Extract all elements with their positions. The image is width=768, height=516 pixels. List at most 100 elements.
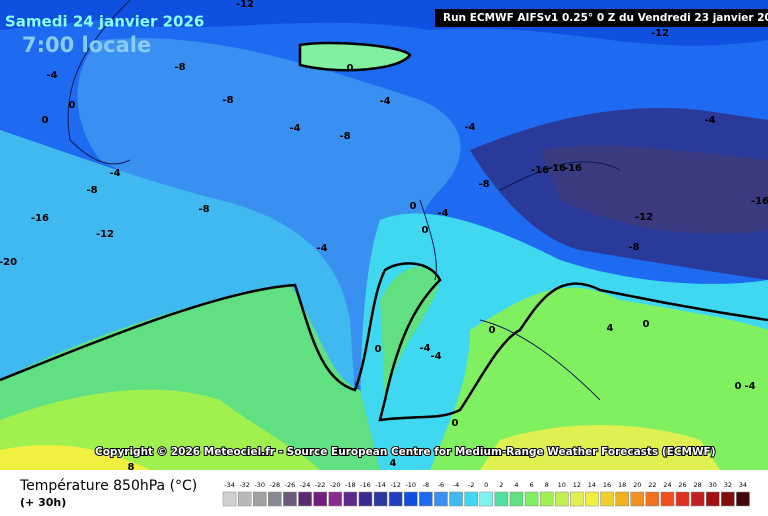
contour-label: -8 bbox=[198, 204, 209, 215]
colorbar-tick-label: 22 bbox=[648, 481, 656, 489]
contour-label: -4 bbox=[316, 243, 327, 254]
legend-title: Température 850hPa (°C) bbox=[19, 478, 197, 494]
colorbar-swatch bbox=[570, 491, 584, 507]
contour-label: -4 bbox=[379, 96, 390, 107]
colorbar-swatch bbox=[524, 491, 539, 507]
colorbar-swatch bbox=[419, 491, 433, 507]
contour-label: -8 bbox=[339, 131, 350, 142]
contour-label: 0 bbox=[489, 325, 496, 336]
colorbar-swatch bbox=[464, 491, 478, 507]
colorbar: -34 -32 -30 -28 -26 -24 -22 -20 -18 -16 -14 -12 -10-… bbox=[222, 481, 750, 507]
colorbar-swatch bbox=[479, 491, 494, 507]
colorbar-tick-label: 18 bbox=[618, 481, 626, 489]
colorbar-swatch bbox=[690, 491, 705, 507]
yellow-sw bbox=[0, 445, 150, 470]
colorbar-tick-label: -6 bbox=[438, 481, 444, 489]
colorbar-tick-label: 6 bbox=[529, 481, 533, 489]
colorbar-swatch bbox=[509, 491, 524, 507]
colorbar-swatch bbox=[736, 491, 750, 507]
contour-label: -12 bbox=[635, 212, 653, 223]
contour-label: -16 bbox=[564, 163, 582, 174]
contour-label: -16 bbox=[31, 213, 49, 224]
contour-label: -8 bbox=[478, 179, 489, 190]
contour-labels: -12-12-8 0-8 -4-400-4-8-4-4-16-16-16-4-8-8… bbox=[0, 0, 768, 473]
colorbar-tick-label: 34 bbox=[739, 481, 747, 489]
colorbar-tick-label: -18 bbox=[345, 481, 356, 489]
colorbar-swatch bbox=[283, 491, 297, 507]
contour-label: -4 bbox=[430, 351, 441, 362]
contour-label: -16 bbox=[531, 165, 549, 176]
greenland-contour bbox=[298, 41, 412, 72]
legend-subtitle: (+ 30h) bbox=[20, 496, 66, 509]
colorbar-tick-label: 30 bbox=[709, 481, 717, 489]
contour-label: -20 bbox=[0, 257, 17, 268]
colorbar-swatch bbox=[388, 491, 403, 507]
colorbar-tick-label: -34 bbox=[224, 481, 235, 489]
colorbar-tick-label: 2 bbox=[499, 481, 503, 489]
colorbar-tick-label: 8 bbox=[545, 481, 549, 489]
run-info-box bbox=[435, 9, 768, 27]
contour-label: -16 bbox=[751, 196, 768, 207]
colorbar-swatch bbox=[494, 491, 509, 507]
contour-label: -4 bbox=[437, 208, 448, 219]
colorbar-swatch bbox=[434, 491, 448, 507]
colorbar-tick-label: -22 bbox=[315, 481, 326, 489]
map-title: Samedi 24 janvier 2026 bbox=[5, 13, 204, 31]
coastline bbox=[67, 0, 131, 165]
colorbar-tick-label: -2 bbox=[468, 481, 474, 489]
colorbar-swatch bbox=[268, 491, 282, 507]
contour-label: -8 bbox=[628, 242, 639, 253]
colorbar-tick-label: -10 bbox=[405, 481, 416, 489]
colorbar-tick-label: -14 bbox=[375, 481, 386, 489]
colorbar-tick-label: 16 bbox=[603, 481, 611, 489]
colorbar-swatch bbox=[600, 491, 614, 507]
colorbar-tick-label: 0 bbox=[484, 481, 488, 489]
colorbar-swatch bbox=[675, 491, 690, 507]
contour-label: 0 bbox=[42, 115, 49, 126]
colorbar-swatch bbox=[252, 491, 267, 507]
colorbar-tick-label: -8 bbox=[423, 481, 429, 489]
contour-label: -8 bbox=[222, 95, 233, 106]
colorbar-swatch bbox=[660, 491, 675, 507]
colorbar-tick-label: -12 bbox=[390, 481, 401, 489]
contour-label: 0 bbox=[347, 63, 354, 74]
zero-contour bbox=[0, 262, 768, 422]
map-time: 7:00 locale bbox=[22, 33, 151, 57]
colorbar-swatch bbox=[343, 491, 358, 507]
contour-label: 4 bbox=[390, 458, 397, 469]
colorbar-tick-label: -32 bbox=[239, 481, 250, 489]
contour-label: 0 bbox=[422, 225, 429, 236]
contour-label: -12 bbox=[96, 229, 114, 240]
colorbar-swatch bbox=[373, 491, 388, 507]
colorbar-tick-label: 20 bbox=[633, 481, 641, 489]
contour-label: 0 bbox=[410, 201, 417, 212]
colorbar-tick-label: 28 bbox=[694, 481, 702, 489]
colorbar-tick-label: 26 bbox=[678, 481, 686, 489]
colorbar-tick-label: -26 bbox=[285, 481, 296, 489]
colorbar-swatch bbox=[705, 491, 720, 507]
contour-label: 0 bbox=[69, 100, 76, 111]
contour-label: 0 bbox=[375, 344, 382, 355]
contour-label: -4 bbox=[46, 70, 57, 81]
colorbar-tick-label: 32 bbox=[724, 481, 732, 489]
colorbar-tick-label: -20 bbox=[330, 481, 341, 489]
colorbar-swatch bbox=[298, 491, 312, 507]
copyright: Copyright © 2026 Meteociel.fr - Source E… bbox=[95, 446, 716, 458]
very-cold-region bbox=[540, 145, 768, 234]
contour-label: -12 bbox=[236, 0, 254, 10]
yellow-se bbox=[480, 425, 720, 470]
contour-label: 0 bbox=[735, 381, 742, 392]
colorbar-tick-label: -30 bbox=[254, 481, 265, 489]
green-iberia bbox=[380, 266, 440, 400]
colorbar-tick-label: -16 bbox=[360, 481, 371, 489]
contour-label: -4 bbox=[744, 381, 755, 392]
colorbar-swatch bbox=[313, 491, 327, 507]
contour-label: -8 bbox=[86, 185, 97, 196]
contour-label: -4 bbox=[464, 122, 475, 133]
colorbar-tick-label: 14 bbox=[588, 481, 596, 489]
contour-label: -4 bbox=[704, 115, 715, 126]
colorbar-swatch bbox=[554, 491, 569, 507]
colorbar-tick-label: 12 bbox=[573, 481, 581, 489]
